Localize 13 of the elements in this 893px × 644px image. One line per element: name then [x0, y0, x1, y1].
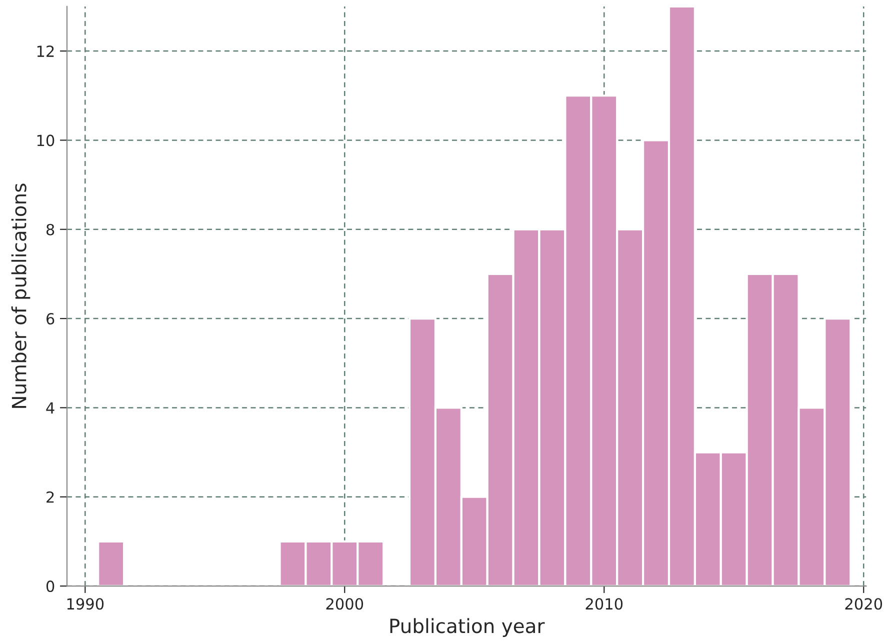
y-tick-label: 2 [46, 491, 54, 503]
x-tick-label: 2010 [586, 598, 623, 610]
y-axis-title: Number of publications [11, 184, 30, 408]
y-tick-label: 0 [46, 580, 54, 592]
x-tick-label: 1990 [67, 598, 104, 610]
x-axis-title: Publication year [390, 618, 545, 638]
x-tick-label: 2000 [326, 598, 364, 610]
x-tick-label: 2020 [845, 598, 882, 610]
y-tick-label: 8 [46, 224, 54, 236]
y-tick-label: 4 [46, 402, 54, 414]
y-tick-label: 10 [37, 134, 54, 146]
y-tick-label: 12 [37, 45, 54, 57]
y-tick-label: 6 [46, 313, 54, 325]
